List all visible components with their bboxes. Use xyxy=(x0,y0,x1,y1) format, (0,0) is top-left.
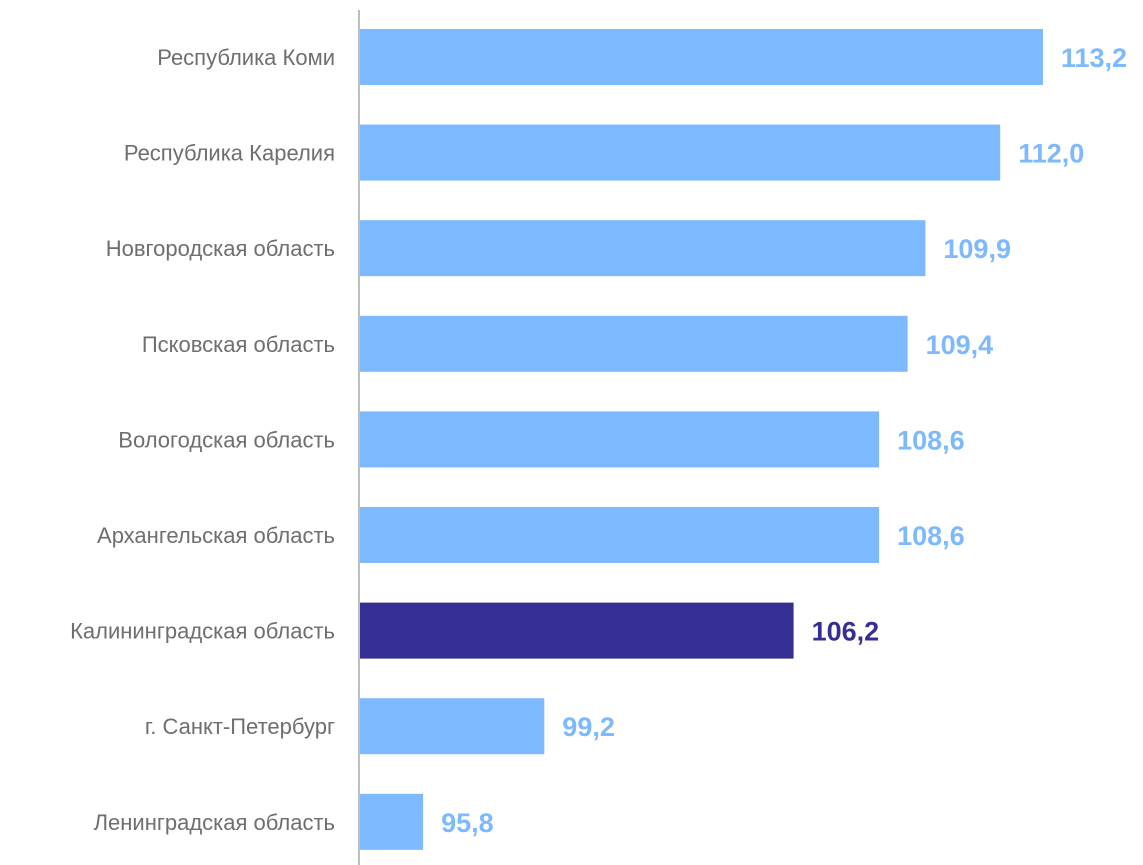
bar-4 xyxy=(359,411,880,468)
value-label-4: 108,6 xyxy=(897,425,965,455)
bar-7 xyxy=(359,698,545,755)
value-label-6: 106,2 xyxy=(812,617,880,647)
category-label-7: г. Санкт-Петербург xyxy=(145,714,335,739)
category-label-0: Республика Коми xyxy=(157,45,335,70)
bar-6 xyxy=(359,602,794,659)
value-label-8: 95,8 xyxy=(441,808,494,838)
category-label-2: Новгородская область xyxy=(106,236,335,261)
category-label-4: Вологодская область xyxy=(118,427,335,452)
value-label-0: 113,2 xyxy=(1061,43,1127,73)
bar-8 xyxy=(359,793,424,850)
bar-0 xyxy=(359,29,1043,85)
bar-1 xyxy=(359,124,1001,181)
bar-3 xyxy=(359,315,908,372)
value-label-5: 108,6 xyxy=(897,521,965,551)
bar-5 xyxy=(359,507,880,563)
category-labels-group: Республика Коми Республика Карелия Новгоро… xyxy=(70,45,335,835)
bars-group xyxy=(359,29,1043,850)
value-label-1: 112,0 xyxy=(1018,139,1084,169)
category-label-8: Ленинградская область xyxy=(94,810,335,835)
category-label-3: Псковская область xyxy=(142,332,335,357)
category-label-5: Архангельская область xyxy=(97,523,335,548)
category-label-6: Калининградская область xyxy=(70,619,335,644)
value-label-3: 109,4 xyxy=(926,330,994,360)
value-labels-group: 113,2 112,0 109,9 109,4 108,6 108,6 106,2 99,2 9… xyxy=(441,43,1127,838)
category-label-1: Республика Карелия xyxy=(124,141,335,166)
bar-2 xyxy=(359,220,926,277)
value-label-7: 99,2 xyxy=(562,712,615,742)
value-label-2: 109,9 xyxy=(943,234,1011,264)
